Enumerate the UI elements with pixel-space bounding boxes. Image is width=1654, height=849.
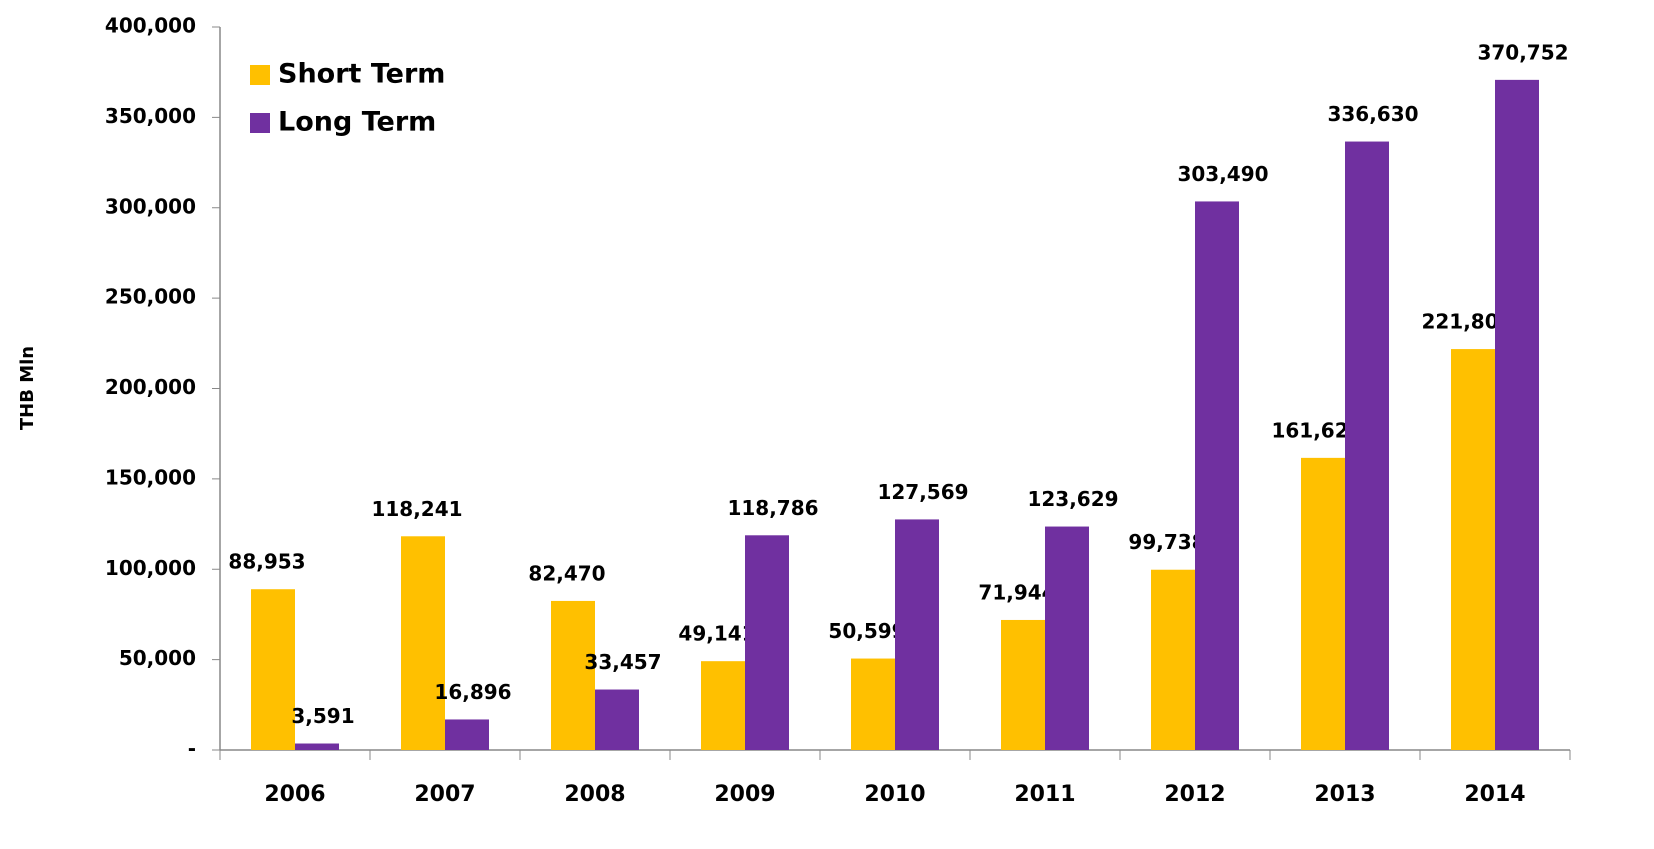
bar — [1195, 201, 1239, 750]
legend-swatch — [250, 65, 270, 85]
bar — [745, 535, 789, 750]
y-tick-label: 350,000 — [105, 104, 196, 128]
x-tick-label: 2012 — [1164, 782, 1225, 807]
value-label: 71,944 — [978, 580, 1055, 604]
y-axis-label: THB Mln — [17, 346, 38, 430]
value-label: 49,141 — [678, 622, 755, 646]
bar — [1495, 79, 1539, 750]
x-tick-label: 2007 — [414, 782, 475, 807]
y-tick-label: 150,000 — [105, 465, 196, 489]
bar — [851, 658, 895, 750]
value-label: 33,457 — [584, 650, 661, 674]
value-label: 123,629 — [1027, 487, 1118, 511]
value-label: 50,599 — [828, 619, 905, 643]
bar — [1151, 569, 1195, 750]
y-tick-label: 250,000 — [105, 285, 196, 309]
bar — [1045, 526, 1089, 750]
bar — [251, 589, 295, 750]
x-tick-label: 2008 — [564, 782, 625, 807]
value-label: 303,490 — [1177, 162, 1268, 186]
y-tick-label: 300,000 — [105, 194, 196, 218]
value-label: 118,241 — [371, 497, 462, 521]
bar — [401, 536, 445, 750]
x-tick-label: 2014 — [1464, 782, 1525, 807]
value-label: 118,786 — [727, 496, 818, 520]
value-label: 370,752 — [1477, 40, 1568, 64]
value-label: 127,569 — [877, 480, 968, 504]
bar — [595, 689, 639, 750]
value-label: 99,738 — [1128, 530, 1205, 554]
y-tick-label: 200,000 — [105, 375, 196, 399]
y-tick-label: 400,000 — [105, 14, 196, 38]
value-label: 3,591 — [291, 704, 354, 728]
legend-swatch — [250, 113, 270, 133]
x-tick-label: 2009 — [714, 782, 775, 807]
x-tick-label: 2006 — [264, 782, 325, 807]
x-tick-label: 2011 — [1014, 782, 1075, 807]
legend-label: Long Term — [278, 107, 436, 138]
bar — [295, 743, 339, 750]
x-tick-label: 2013 — [1314, 782, 1375, 807]
legend-label: Short Term — [278, 59, 445, 90]
value-label: 16,896 — [434, 680, 511, 704]
bar — [551, 600, 595, 750]
y-tick-label: 50,000 — [119, 646, 196, 670]
y-tick-label: 100,000 — [105, 556, 196, 580]
bar — [895, 519, 939, 750]
x-tick-label: 2010 — [864, 782, 925, 807]
bar — [1345, 141, 1389, 751]
value-label: 82,470 — [528, 561, 605, 585]
bar — [1451, 349, 1495, 750]
bar — [701, 661, 745, 750]
bar — [1301, 457, 1345, 750]
bar — [1001, 619, 1045, 750]
value-label: 88,953 — [228, 550, 305, 574]
y-tick-label: - — [188, 737, 196, 761]
bar — [445, 719, 489, 750]
value-label: 336,630 — [1327, 102, 1418, 126]
